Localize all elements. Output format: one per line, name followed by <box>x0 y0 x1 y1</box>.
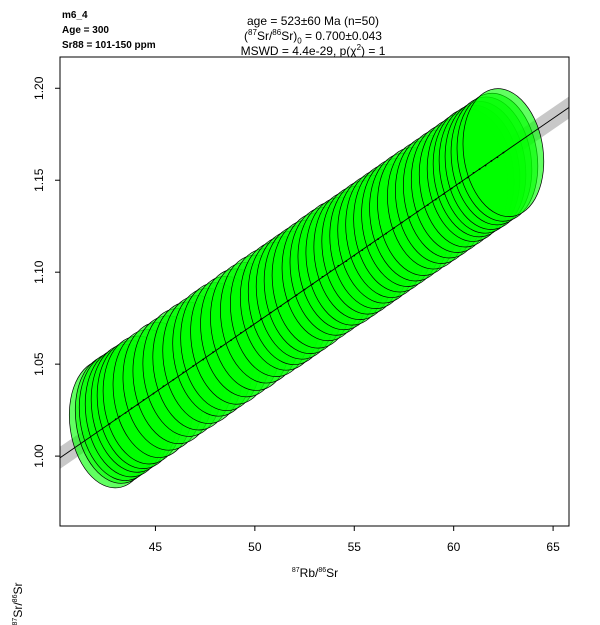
data-point-40 <box>434 198 437 201</box>
x-tick-label-55: 55 <box>348 540 362 554</box>
data-point-48 <box>490 160 493 162</box>
data-point-17 <box>240 331 242 334</box>
data-point-43 <box>458 182 461 184</box>
y-tick-label-4: 1.20 <box>32 76 46 100</box>
data-point-12 <box>192 365 195 367</box>
data-point-14 <box>212 351 214 354</box>
data-point-50 <box>502 151 505 154</box>
data-point-19 <box>259 318 262 320</box>
data-point-7 <box>142 399 145 401</box>
data-point-32 <box>369 243 372 246</box>
data-point-5 <box>130 407 133 410</box>
y-tick-label-0: 1.00 <box>32 444 46 468</box>
data-point-21 <box>279 305 282 308</box>
data-point-13 <box>202 358 205 361</box>
data-point-35 <box>393 227 395 229</box>
y-tick-label-2: 1.10 <box>32 260 46 284</box>
data-point-33 <box>377 238 380 240</box>
data-point-1 <box>108 423 111 425</box>
data-point-15 <box>220 345 222 348</box>
data-point-25 <box>311 283 314 286</box>
data-point-10 <box>172 378 175 381</box>
data-point-22 <box>287 299 290 302</box>
x-tick-label-50: 50 <box>248 540 262 554</box>
data-point-37 <box>409 216 411 218</box>
sr-range: Sr88 = 101-150 ppm <box>62 40 156 51</box>
title-initial-ratio: (87Sr/86Sr)0 = 0.700±0.043 <box>244 28 382 46</box>
data-point-38 <box>416 210 419 213</box>
data-point-6 <box>136 403 139 406</box>
y-tick-label-3: 1.15 <box>32 168 46 192</box>
x-tick-label-60: 60 <box>447 540 461 554</box>
age-setting: Age = 300 <box>62 25 109 36</box>
data-point-24 <box>303 288 306 291</box>
title-mswd: MSWD = 4.4e-29, p(χ2) = 1 <box>240 43 386 58</box>
data-point-23 <box>295 294 298 297</box>
data-point-36 <box>401 221 403 224</box>
data-point-47 <box>484 164 487 167</box>
data-point-42 <box>450 187 453 190</box>
data-point-41 <box>442 193 445 195</box>
data-point-11 <box>182 371 185 374</box>
x-axis-label: 87Rb/86Sr <box>291 566 339 580</box>
data-point-8 <box>152 392 155 395</box>
data-point-46 <box>478 168 481 171</box>
data-point-34 <box>385 232 387 235</box>
plot-frame <box>59 56 570 527</box>
data-point-27 <box>329 270 332 273</box>
data-point-2 <box>114 418 117 421</box>
y-axis-label: 87Sr/86Sr <box>11 582 25 625</box>
data-point-29 <box>345 260 348 263</box>
data-point-18 <box>249 325 252 328</box>
data-point-28 <box>337 264 340 267</box>
data-point-9 <box>162 385 165 388</box>
data-point-26 <box>321 275 324 278</box>
data-point-20 <box>269 311 272 314</box>
data-point-44 <box>466 176 469 179</box>
data-point-4 <box>124 411 127 414</box>
data-point-39 <box>426 204 429 206</box>
data-point-49 <box>496 156 499 159</box>
data-point-16 <box>230 339 232 342</box>
x-tick-label-45: 45 <box>149 540 163 554</box>
isochron-line <box>60 106 569 459</box>
y-tick-label-1: 1.05 <box>32 352 46 376</box>
sample-name: m6_4 <box>62 10 88 21</box>
data-point-30 <box>353 254 356 257</box>
data-point-3 <box>118 415 121 418</box>
title-age: age = 523±60 Ma (n=50) <box>246 14 380 28</box>
data-point-31 <box>361 249 364 252</box>
data-point-45 <box>472 171 475 174</box>
x-tick-label-65: 65 <box>546 540 560 554</box>
isochron-chart: 45 50 55 60 65 1.00 1.05 1.10 1.15 1.20 <box>32 56 570 554</box>
